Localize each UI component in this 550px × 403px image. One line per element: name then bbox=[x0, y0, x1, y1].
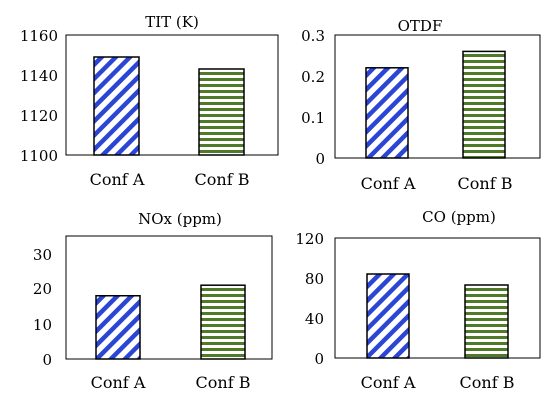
bar-conf-b bbox=[464, 284, 509, 359]
y-tick-label-2: 80 bbox=[305, 270, 324, 288]
y-tick-label-0: 0 bbox=[42, 351, 52, 369]
bar-conf-b bbox=[198, 68, 245, 156]
bar-conf-a bbox=[365, 67, 409, 159]
y-tick-label-3: 120 bbox=[295, 230, 324, 248]
chart-panel-nox: NOx (ppm) 0 10 20 30 Conf A Conf B bbox=[33, 210, 273, 392]
chart-title: CO (ppm) bbox=[422, 208, 496, 226]
y-tick-label-1: 0.1 bbox=[301, 109, 325, 127]
category-label-conf-b: Conf B bbox=[196, 373, 251, 392]
y-axis-tick-labels: 0 40 80 120 bbox=[295, 230, 324, 368]
plot-frame bbox=[334, 34, 541, 159]
category-label-conf-b: Conf B bbox=[460, 373, 515, 392]
category-label-conf-a: Conf A bbox=[90, 170, 145, 189]
y-axis-tick-labels: 1100 1120 1140 1160 bbox=[20, 27, 58, 165]
y-tick-label-3: 30 bbox=[33, 246, 52, 264]
y-tick-label-0: 0 bbox=[314, 350, 324, 368]
category-label-conf-a: Conf A bbox=[361, 373, 416, 392]
chart-panel-tit: TIT (K) 1100 1120 1140 1160 Conf A Conf … bbox=[20, 13, 279, 189]
y-tick-label-3: 1160 bbox=[20, 27, 58, 45]
bar-conf-b bbox=[200, 284, 246, 360]
y-tick-label-1: 1120 bbox=[20, 107, 58, 125]
y-axis-tick-labels: 0 10 20 30 bbox=[33, 246, 52, 369]
y-tick-label-0: 0 bbox=[315, 150, 325, 168]
y-tick-label-0: 1100 bbox=[20, 147, 58, 165]
category-label-conf-b: Conf B bbox=[458, 174, 513, 193]
category-label-conf-b: Conf B bbox=[195, 170, 250, 189]
bar-conf-a bbox=[93, 56, 140, 156]
bar-conf-b bbox=[462, 50, 506, 159]
category-label-conf-a: Conf A bbox=[91, 373, 146, 392]
y-tick-label-2: 1140 bbox=[20, 67, 58, 85]
y-axis-tick-labels: 0 0.1 0.2 0.3 bbox=[301, 27, 325, 168]
plot-frame bbox=[65, 235, 273, 360]
chart-title: TIT (K) bbox=[145, 13, 199, 31]
plot-frame bbox=[334, 237, 541, 359]
category-label-conf-a: Conf A bbox=[361, 174, 416, 193]
chart-panel-otdf: OTDF 0 0.1 0.2 0.3 Conf A Conf B bbox=[301, 17, 541, 193]
bar-conf-a bbox=[95, 294, 141, 360]
y-tick-label-2: 0.2 bbox=[301, 68, 325, 86]
y-tick-label-1: 10 bbox=[33, 316, 52, 334]
bar-conf-a bbox=[366, 273, 410, 359]
chart-title: OTDF bbox=[398, 17, 443, 35]
plot-frame bbox=[65, 34, 279, 156]
chart-title: NOx (ppm) bbox=[138, 210, 222, 228]
y-tick-label-3: 0.3 bbox=[301, 27, 325, 45]
chart-panel-co: CO (ppm) 0 40 80 120 Conf A Conf B bbox=[295, 208, 541, 392]
y-tick-label-2: 20 bbox=[33, 280, 52, 298]
y-tick-label-1: 40 bbox=[305, 310, 324, 328]
